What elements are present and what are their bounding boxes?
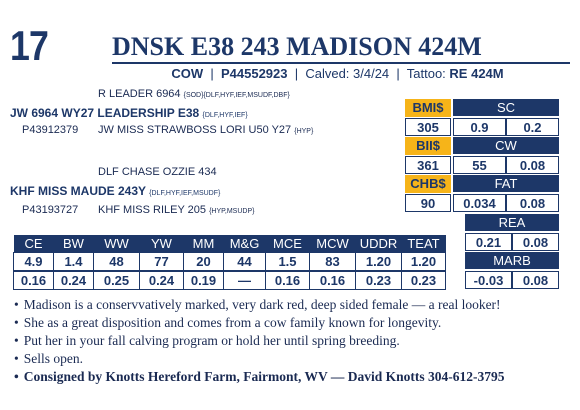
trait-acc-rea: 0.08 xyxy=(512,233,559,251)
index-label-bii: BII$ xyxy=(405,137,451,155)
epd-accuracy: 0.23 xyxy=(401,270,446,290)
epd-accuracy: 0.19 xyxy=(183,270,224,290)
lot-number: 17 xyxy=(10,22,49,69)
trait-epd-rea: 0.21 xyxy=(465,233,512,251)
epd-header: UDDR xyxy=(355,235,402,253)
pedigree-sire-dam: JW MISS STRAWBOSS LORI U50 Y27 {HYP} xyxy=(98,124,314,136)
epd-accuracy-row: 0.16 0.24 0.25 0.24 0.19 — 0.16 0.16 0.2… xyxy=(13,270,446,290)
epd-value: 1.20 xyxy=(355,252,402,272)
epd-accuracy: 0.23 xyxy=(355,270,402,290)
notes-list: Madison is a conservvatively marked, ver… xyxy=(14,296,505,386)
animal-name: DNSK E38 243 MADISON 424M xyxy=(112,32,482,61)
index-value-bmi: 305 xyxy=(405,118,451,136)
trait-header-marb: MARB xyxy=(465,252,559,269)
index-value-chb: 90 xyxy=(405,194,451,212)
epd-accuracy: — xyxy=(223,270,266,290)
epd-accuracy: 0.24 xyxy=(53,270,94,290)
epd-header: MCW xyxy=(309,235,356,253)
epd-accuracy: 0.24 xyxy=(139,270,184,290)
epd-value-row: 4.9 1.4 48 77 20 44 1.5 83 1.20 1.20 xyxy=(13,252,446,272)
tattoo-value: RE 424M xyxy=(449,66,504,81)
calved-date: Calved: 3/4/24 xyxy=(305,66,390,81)
trait-header-rea: REA xyxy=(465,214,559,231)
trait-acc-marb: 0.08 xyxy=(512,271,559,289)
note-item: Put her in your fall calving program or … xyxy=(14,332,504,350)
trait-epd-fat: 0.034 xyxy=(453,194,506,212)
index-label-bmi: BMI$ xyxy=(405,99,451,117)
epd-header: BW xyxy=(53,235,94,253)
registration-number: P44552923 xyxy=(220,66,288,81)
index-label-chb: CHB$ xyxy=(405,175,451,193)
trait-header-sc: SC xyxy=(453,99,559,116)
trait-header-fat: FAT xyxy=(453,175,559,192)
note-item: She as a great disposition and comes fro… xyxy=(14,314,504,332)
trait-acc-sc: 0.2 xyxy=(506,118,559,136)
pedigree-sire-sire: R LEADER 6964 {SOD}{DLF,HYF,IEF,MSUDF,DB… xyxy=(98,88,290,100)
epd-header: MM xyxy=(183,235,224,253)
epd-accuracy: 0.16 xyxy=(265,270,310,290)
epd-accuracy: 0.25 xyxy=(93,270,140,290)
index-value-bii: 361 xyxy=(405,156,451,174)
epd-value: 48 xyxy=(93,252,140,272)
tattoo-label: Tattoo: xyxy=(406,66,446,81)
title-divider xyxy=(112,62,570,64)
epd-header: YW xyxy=(139,235,184,253)
epd-value: 4.9 xyxy=(13,252,54,272)
trait-epd-marb: -0.03 xyxy=(465,271,512,289)
pedigree-sire-reg: P43912379 xyxy=(22,124,79,136)
trait-acc-fat: 0.08 xyxy=(506,194,559,212)
epd-value: 20 xyxy=(183,252,224,272)
epd-value: 77 xyxy=(139,252,184,272)
consigner-line: Consigned by Knotts Hereford Farm, Fairm… xyxy=(14,368,505,386)
pedigree-dam-dam: KHF MISS RILEY 205 {HYP,MSUDP} xyxy=(98,204,255,216)
epd-header: MCE xyxy=(265,235,310,253)
epd-value: 1.5 xyxy=(265,252,310,272)
epd-value: 83 xyxy=(309,252,356,272)
trait-acc-cw: 0.08 xyxy=(506,156,559,174)
epd-value: 1.20 xyxy=(401,252,446,272)
trait-epd-sc: 0.9 xyxy=(453,118,506,136)
epd-value: 1.4 xyxy=(53,252,94,272)
epd-accuracy: 0.16 xyxy=(13,270,54,290)
animal-info-line: COW | P44552923 | Calved: 3/4/24 | Tatto… xyxy=(171,66,504,81)
pedigree-sire: JW 6964 WY27 LEADERSHIP E38 {DLF,HYF,IEF… xyxy=(10,106,248,120)
pedigree-dam: KHF MISS MAUDE 243Y {DLF,HYF,IEF,MSUDF} xyxy=(10,184,221,198)
trait-header-cw: CW xyxy=(453,137,559,154)
epd-table: CE BW WW YW MM M&G MCE MCW UDDR TEAT 4.9… xyxy=(13,235,446,290)
trait-epd-cw: 55 xyxy=(453,156,506,174)
epd-header-row: CE BW WW YW MM M&G MCE MCW UDDR TEAT xyxy=(13,235,446,253)
epd-header: M&G xyxy=(223,235,266,253)
sex: COW xyxy=(171,66,204,81)
epd-header: CE xyxy=(13,235,54,253)
epd-value: 44 xyxy=(223,252,266,272)
pedigree-dam-reg: P43193727 xyxy=(22,204,79,216)
epd-accuracy: 0.16 xyxy=(309,270,356,290)
note-item: Sells open. xyxy=(14,350,504,368)
epd-header: TEAT xyxy=(401,235,446,253)
note-item: Madison is a conservvatively marked, ver… xyxy=(14,296,504,314)
epd-header: WW xyxy=(93,235,140,253)
pedigree-dam-sire: DLF CHASE OZZIE 434 xyxy=(98,166,217,178)
